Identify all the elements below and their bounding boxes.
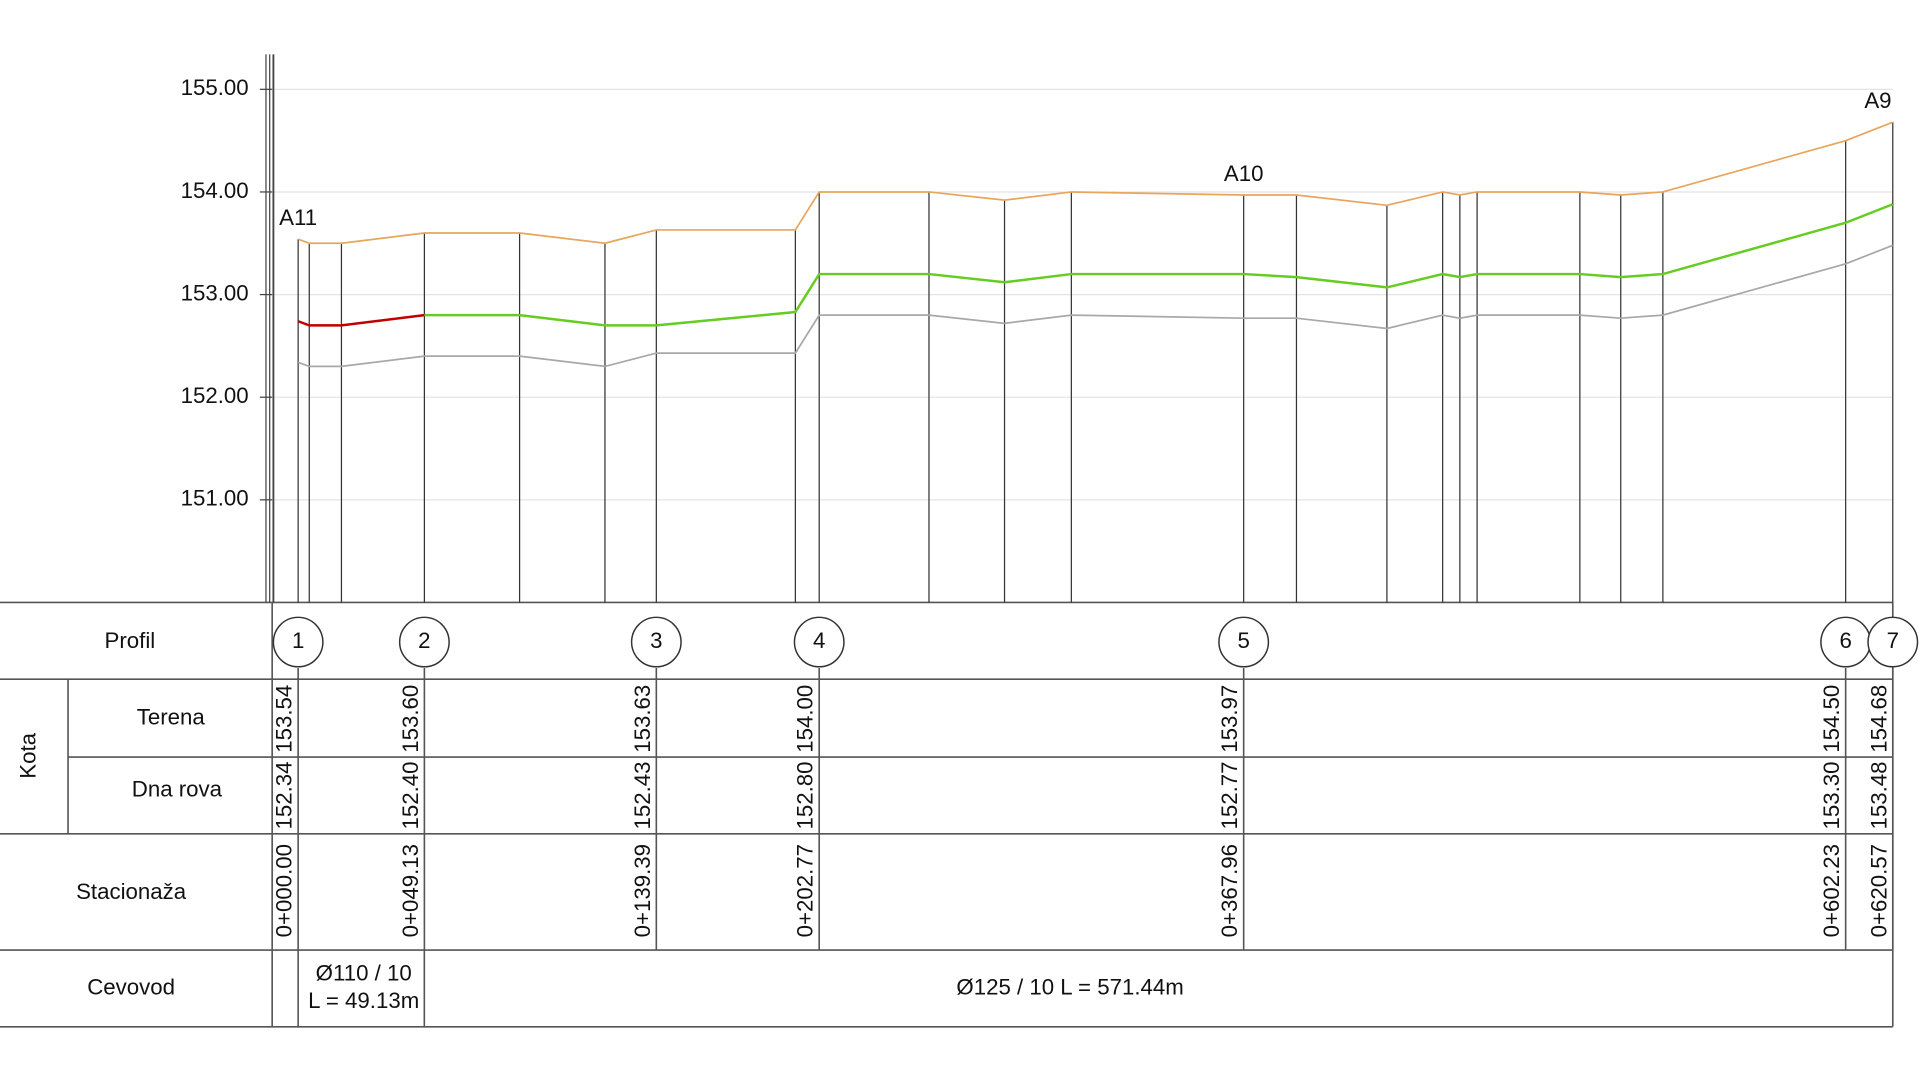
pipe-label: Ø125 / 10 L = 571.44m [956, 974, 1183, 999]
profile-number: 2 [418, 628, 430, 653]
terrain-label: 153.60 [398, 685, 423, 753]
profile-circle [1218, 616, 1270, 668]
station-label: 0+602.23 [1819, 844, 1844, 937]
row-header: Dna rova [132, 776, 223, 801]
bottom-label: 152.43 [630, 761, 655, 829]
pipe-label: Ø110 / 10 [316, 961, 412, 986]
bottom-label: 153.30 [1819, 761, 1844, 829]
profile-number: 7 [1887, 628, 1899, 653]
profile-circle [1867, 616, 1919, 668]
profile-line [297, 313, 425, 327]
profile-number: 6 [1839, 628, 1851, 653]
station-label: 0+202.77 [793, 844, 818, 937]
profile-line [424, 203, 1894, 327]
profile-line [297, 244, 1894, 368]
profile-number: 1 [292, 628, 304, 653]
y-tick-label: 151.00 [181, 486, 249, 511]
station-label: 0+139.39 [630, 844, 655, 937]
row-header: Cevovod [87, 974, 175, 999]
station-label: 0+000.00 [272, 844, 297, 937]
bottom-label: 152.40 [398, 761, 423, 829]
y-tick-label: 154.00 [181, 178, 249, 203]
terrain-label: 154.50 [1819, 685, 1844, 753]
terrain-label: 153.54 [272, 685, 297, 753]
annotation: A9 [1864, 88, 1891, 113]
terrain-label: 154.68 [1866, 685, 1891, 753]
station-label: 0+367.96 [1217, 844, 1242, 937]
annotation: A11 [279, 205, 317, 230]
bottom-label: 152.77 [1217, 761, 1242, 829]
y-tick-label: 152.00 [181, 383, 249, 408]
y-tick-label: 153.00 [181, 280, 249, 305]
profile-circle [793, 616, 845, 668]
terrain-label: 153.97 [1217, 685, 1242, 753]
bottom-label: 153.48 [1866, 761, 1891, 829]
row-header: Stacionaža [76, 879, 187, 904]
station-label: 0+620.57 [1866, 844, 1891, 937]
profile-number: 3 [650, 628, 662, 653]
terrain-label: 154.00 [793, 685, 818, 753]
row-header: Kota [16, 732, 41, 778]
bottom-label: 152.80 [793, 761, 818, 829]
row-header: Profil [105, 628, 156, 653]
pipe-label: L = 49.13m [308, 988, 419, 1013]
bottom-label: 152.34 [272, 761, 297, 829]
y-tick-label: 155.00 [181, 75, 249, 100]
row-header: Terena [137, 705, 206, 730]
profile-circle [630, 616, 682, 668]
profile-number: 5 [1237, 628, 1249, 653]
profile-circle [398, 616, 450, 668]
table-frame [0, 601, 1894, 1028]
profile-circle [272, 616, 324, 668]
profile-line [297, 121, 1894, 245]
annotation: A10 [1224, 161, 1264, 186]
station-label: 0+049.13 [398, 844, 423, 937]
profile-number: 4 [813, 628, 825, 653]
terrain-label: 153.63 [630, 685, 655, 753]
